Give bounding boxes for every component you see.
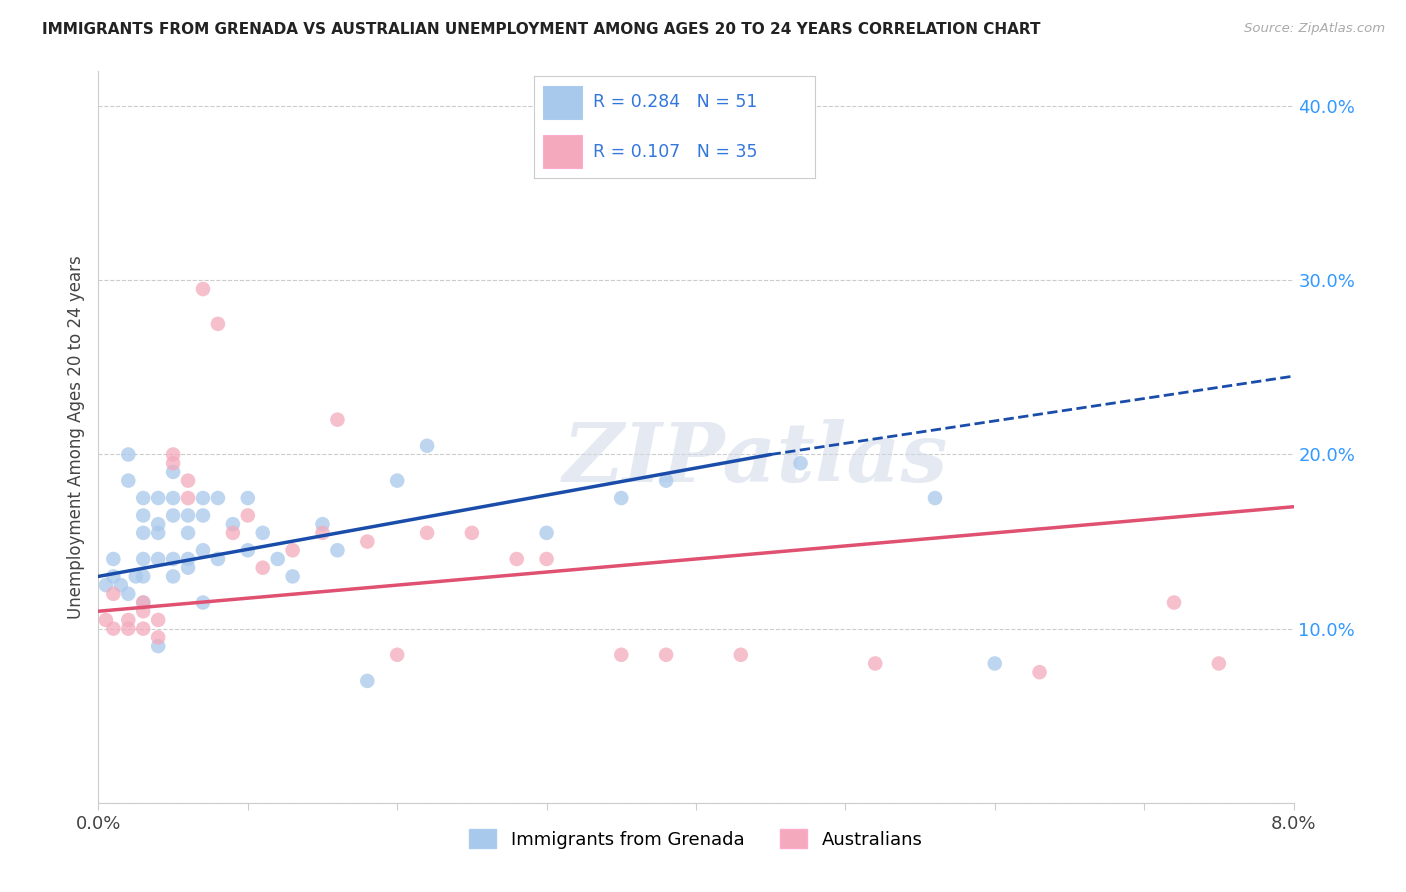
Point	[148, 552, 170, 566]
Point	[148, 517, 170, 532]
Point	[94, 578, 117, 592]
Point	[222, 525, 245, 540]
Point	[385, 648, 409, 662]
Point	[132, 569, 155, 583]
Point	[177, 508, 200, 523]
Point	[103, 552, 125, 566]
Text: R = 0.107   N = 35: R = 0.107 N = 35	[593, 143, 758, 161]
Point	[610, 491, 633, 505]
Point	[132, 508, 155, 523]
Point	[207, 491, 229, 505]
Point	[132, 491, 155, 505]
Point	[162, 552, 184, 566]
Point	[94, 613, 117, 627]
Point	[281, 569, 304, 583]
Point	[236, 543, 259, 558]
Point	[207, 317, 229, 331]
Point	[148, 631, 170, 645]
Point	[117, 613, 139, 627]
Point	[461, 525, 484, 540]
Point	[1163, 595, 1185, 609]
Point	[356, 673, 378, 688]
FancyBboxPatch shape	[543, 136, 582, 168]
Point	[132, 622, 155, 636]
Point	[311, 525, 333, 540]
Point	[924, 491, 946, 505]
Point	[416, 525, 439, 540]
Point	[984, 657, 1007, 671]
Point	[610, 648, 633, 662]
Point	[103, 622, 125, 636]
Point	[1028, 665, 1050, 680]
Point	[177, 474, 200, 488]
Point	[148, 613, 170, 627]
Point	[191, 543, 214, 558]
Text: Source: ZipAtlas.com: Source: ZipAtlas.com	[1244, 22, 1385, 36]
Point	[110, 578, 132, 592]
Point	[222, 517, 245, 532]
Point	[655, 474, 678, 488]
Point	[416, 439, 439, 453]
FancyBboxPatch shape	[543, 87, 582, 119]
Point	[177, 525, 200, 540]
Point	[267, 552, 290, 566]
Point	[1208, 657, 1230, 671]
Point	[311, 517, 333, 532]
Point	[132, 525, 155, 540]
Point	[789, 456, 811, 470]
Point	[191, 282, 214, 296]
Point	[125, 569, 148, 583]
Point	[252, 560, 274, 574]
Point	[191, 508, 214, 523]
Point	[326, 543, 349, 558]
Point	[191, 595, 214, 609]
Text: IMMIGRANTS FROM GRENADA VS AUSTRALIAN UNEMPLOYMENT AMONG AGES 20 TO 24 YEARS COR: IMMIGRANTS FROM GRENADA VS AUSTRALIAN UN…	[42, 22, 1040, 37]
Point	[162, 491, 184, 505]
Point	[132, 595, 155, 609]
Point	[207, 552, 229, 566]
Point	[506, 552, 529, 566]
Point	[162, 465, 184, 479]
Point	[162, 569, 184, 583]
Point	[385, 474, 409, 488]
Point	[177, 491, 200, 505]
Point	[162, 448, 184, 462]
Point	[252, 525, 274, 540]
Point	[117, 448, 139, 462]
Y-axis label: Unemployment Among Ages 20 to 24 years: Unemployment Among Ages 20 to 24 years	[66, 255, 84, 619]
Point	[117, 474, 139, 488]
Point	[148, 639, 170, 653]
Text: R = 0.284   N = 51: R = 0.284 N = 51	[593, 94, 758, 112]
Point	[132, 604, 155, 618]
Point	[281, 543, 304, 558]
Point	[356, 534, 378, 549]
Point	[117, 587, 139, 601]
Point	[865, 657, 887, 671]
Point	[117, 622, 139, 636]
Point	[536, 552, 558, 566]
Point	[236, 508, 259, 523]
Point	[177, 560, 200, 574]
Point	[148, 525, 170, 540]
Point	[103, 587, 125, 601]
Point	[730, 648, 752, 662]
Point	[655, 648, 678, 662]
Point	[536, 525, 558, 540]
Point	[132, 595, 155, 609]
Point	[236, 491, 259, 505]
Legend: Immigrants from Grenada, Australians: Immigrants from Grenada, Australians	[463, 822, 929, 856]
Point	[103, 569, 125, 583]
Point	[162, 508, 184, 523]
Text: ZIPatlas: ZIPatlas	[562, 419, 949, 499]
Point	[162, 456, 184, 470]
Point	[177, 552, 200, 566]
Point	[132, 552, 155, 566]
Point	[148, 491, 170, 505]
Point	[326, 412, 349, 426]
Point	[191, 491, 214, 505]
